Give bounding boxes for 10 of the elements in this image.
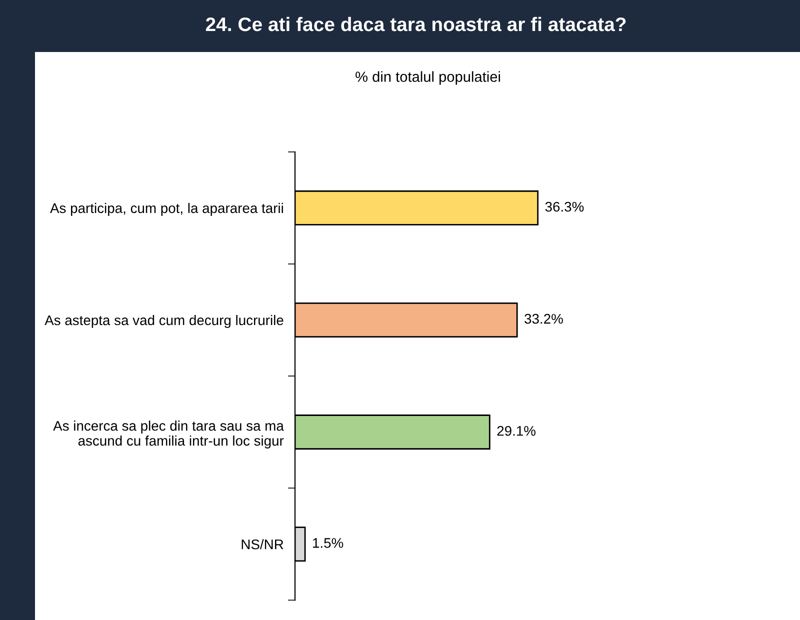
chart-title: 24. Ce ati face daca tara noastra ar fi atacata? bbox=[206, 16, 626, 32]
data-label: 33.2% bbox=[524, 314, 563, 324]
data-label: 1.5% bbox=[313, 538, 344, 548]
data-label: 29.1% bbox=[497, 426, 536, 436]
data-label: 36.3% bbox=[545, 202, 584, 212]
y-tick-label: As astepta sa vad cum decurg lucrurile bbox=[44, 314, 284, 328]
y-tick-label: As incerca sa plec din tara sau sa ma ascund cu familia intr-un loc sigur bbox=[53, 420, 284, 448]
y-tick-label: NS/NR bbox=[242, 539, 284, 550]
y-tick-label: As participa, cum pot, la apararea tarii bbox=[50, 202, 283, 216]
chart-subtitle: % din totalul populatiei bbox=[356, 71, 500, 85]
